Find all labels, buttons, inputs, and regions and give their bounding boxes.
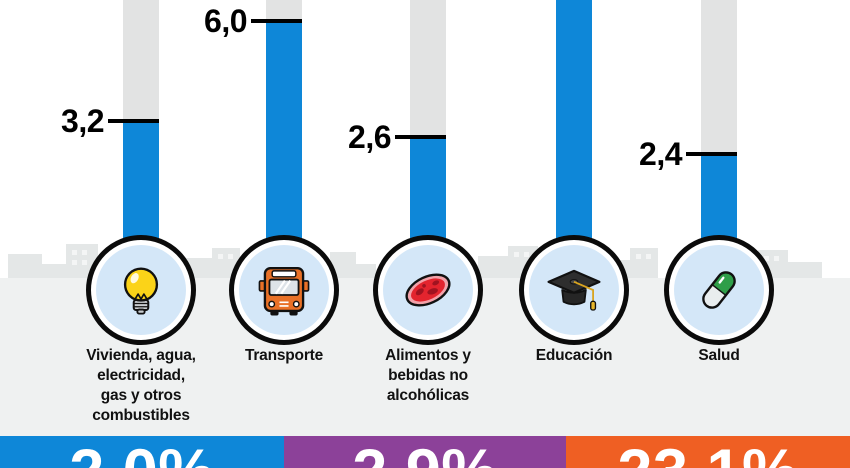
tick-line xyxy=(686,152,737,156)
value-label-alimentos: 2,6 xyxy=(348,119,391,155)
category-label-transporte: Transporte xyxy=(244,347,324,364)
category-icon-circle xyxy=(229,235,339,345)
bar-fill-salud xyxy=(701,156,737,247)
graduation-cap-icon xyxy=(547,269,601,311)
category-icon-circle xyxy=(86,235,196,345)
steak-icon xyxy=(405,273,451,307)
category-label-salud: Salud xyxy=(698,347,740,364)
tick-line xyxy=(251,19,302,23)
category-label-educacion: Educación xyxy=(535,347,613,364)
summary-percent: 2,0% xyxy=(0,441,284,468)
summary-percent: 2,9% xyxy=(284,441,566,468)
summary-band: 2,0% 2,9% 23,1% xyxy=(0,436,850,468)
bar-fill-vivienda xyxy=(123,123,159,247)
value-label-salud: 2,4 xyxy=(639,136,682,172)
lightbulb-icon xyxy=(123,267,159,315)
bar-fill-transporte xyxy=(266,23,302,247)
summary-block-purple: 2,9% xyxy=(284,436,566,468)
bar-fill-alimentos xyxy=(410,139,446,247)
pill-icon xyxy=(702,271,736,309)
summary-percent: 23,1% xyxy=(566,441,850,468)
tick-line xyxy=(395,135,446,139)
tick-line xyxy=(108,119,159,123)
summary-block-blue: 2,0% xyxy=(0,436,284,468)
summary-block-orange: 23,1% xyxy=(566,436,850,468)
value-label-transporte: 6,0 xyxy=(204,3,247,39)
category-icon-circle xyxy=(519,235,629,345)
bar-fill-educacion xyxy=(556,0,592,247)
category-label-alimentos: Alimentos y bebidas no alcohólicas xyxy=(385,347,471,404)
category-label-vivienda: Vivienda, agua, electricidad, gas y otro… xyxy=(86,347,196,424)
category-icon-circle xyxy=(373,235,483,345)
value-label-vivienda: 3,2 xyxy=(61,103,104,139)
category-icon-circle xyxy=(664,235,774,345)
bus-icon xyxy=(258,267,310,316)
